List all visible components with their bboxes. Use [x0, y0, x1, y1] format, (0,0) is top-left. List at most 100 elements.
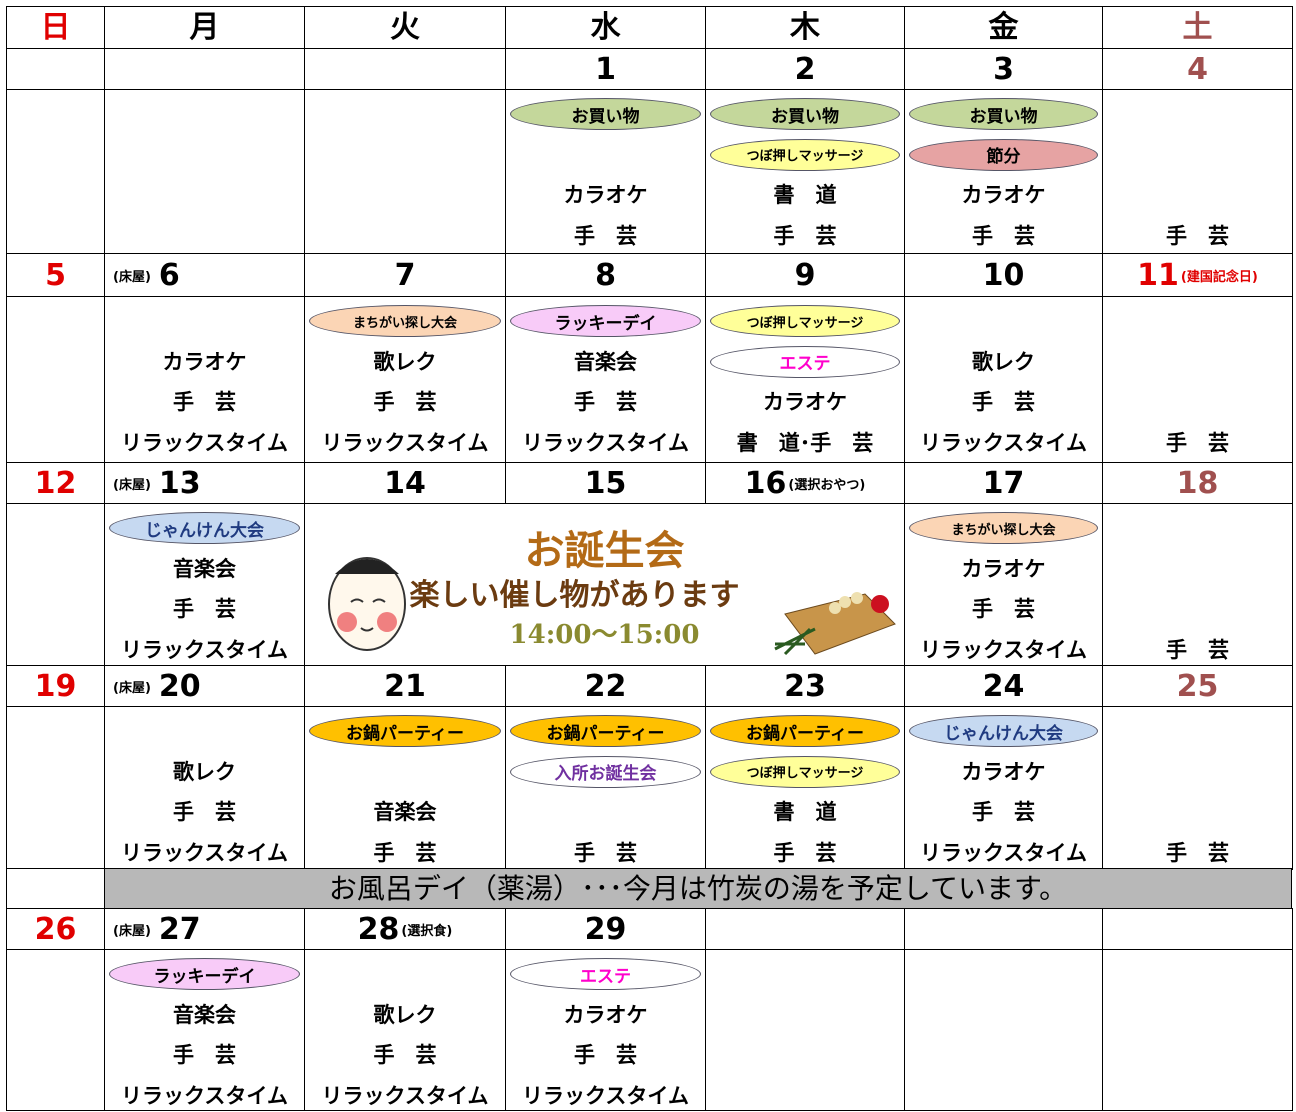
event: 音楽会	[574, 349, 637, 374]
date-group: 29	[506, 909, 705, 949]
event-oval: じゃんけん大会	[109, 512, 300, 544]
event: リラックスタイム	[121, 637, 288, 662]
events-cell: 手 芸	[1102, 503, 1293, 666]
event: リラックスタイム	[920, 430, 1087, 455]
date-cell: 18	[1102, 462, 1293, 504]
date-note: (床屋)	[113, 269, 151, 285]
event-oval: お鍋パーティー	[510, 715, 701, 747]
date-cell: 15	[505, 462, 706, 504]
event: 手 芸	[574, 390, 637, 414]
date-cell	[304, 48, 506, 90]
event: 歌レク	[373, 1002, 437, 1027]
date-cell: 1	[505, 48, 706, 90]
date-group: 12	[7, 463, 104, 503]
date-cell: 21	[304, 665, 506, 707]
date-group: 1	[506, 49, 705, 89]
event-oval: お買い物	[510, 98, 701, 130]
event-oval: ラッキーデイ	[510, 305, 701, 337]
weekday-cell: 月	[104, 6, 305, 49]
event: 手 芸	[173, 597, 236, 621]
date-group: 26	[7, 909, 104, 949]
weekday: 土	[1182, 10, 1213, 45]
event: 手 芸	[173, 1043, 236, 1067]
bath-banner: お風呂デイ（薬湯）･･･今月は竹炭の湯を予定しています。	[104, 868, 1292, 909]
date: 12	[34, 465, 77, 501]
event: リラックスタイム	[321, 1083, 489, 1108]
event: リラックスタイム	[522, 430, 689, 455]
event: リラックスタイム	[121, 840, 288, 865]
date-note: (床屋)	[113, 923, 151, 939]
date-cell: 5	[6, 253, 105, 297]
date-group: (床屋) 20	[105, 666, 304, 706]
event-oval: お鍋パーティー	[309, 715, 501, 747]
date-cell: 8	[505, 253, 706, 297]
events-cell: お買い物 つぼ押しマッサージ書 道手 芸	[705, 89, 905, 255]
event: 手 芸	[773, 840, 837, 865]
date: 14	[384, 465, 426, 501]
event-oval: エステ	[710, 345, 900, 378]
date: 9	[794, 257, 816, 293]
date-cell: 25	[1102, 665, 1293, 707]
events-cell: まちがい探し大会 カラオケ手 芸リラックスタイム	[904, 503, 1103, 666]
weekday: 月	[189, 10, 220, 45]
events-cell: 歌レク手 芸リラックスタイム	[904, 296, 1103, 463]
date-cell: 9	[705, 253, 905, 297]
events-cell: つぼ押しマッサージ エステカラオケ書 道･手 芸	[705, 296, 905, 463]
date-cell: (床屋) 27	[104, 908, 305, 950]
date: 20	[158, 668, 201, 704]
date-cell: 12	[6, 462, 105, 504]
event-oval: お鍋パーティー	[710, 715, 900, 747]
date: 27	[158, 911, 201, 947]
banner-title: お誕生会	[524, 527, 685, 574]
event: カラオケ	[961, 759, 1046, 784]
events-cell	[104, 89, 305, 255]
date-group: 5	[7, 254, 104, 296]
date-cell: 14	[304, 462, 506, 504]
date-group: 22	[506, 666, 705, 706]
event-oval: つぼ押しマッサージ	[710, 305, 900, 337]
date-group: 10	[905, 254, 1102, 296]
event: カラオケ	[763, 390, 847, 414]
event: カラオケ	[563, 183, 648, 207]
event: カラオケ	[961, 556, 1046, 581]
event: 書 道	[773, 800, 837, 824]
date: 23	[784, 668, 826, 704]
event: 音楽会	[173, 556, 236, 581]
event: リラックスタイム	[121, 1083, 288, 1108]
birthday-banner: お誕生会 楽しい催し物があります 14:00～15:00	[304, 503, 905, 666]
events-cell: ラッキーデイ音楽会手 芸リラックスタイム	[505, 296, 706, 463]
events-cell	[705, 949, 905, 1111]
date: 13	[158, 465, 201, 501]
date-group: 14	[305, 463, 505, 503]
date-group: 21	[305, 666, 505, 706]
event: 歌レク	[173, 759, 236, 784]
event-oval: ラッキーデイ	[109, 958, 300, 990]
date-group: 25	[1103, 666, 1292, 706]
event: 手 芸	[972, 800, 1035, 824]
events-cell: お買い物 節分 カラオケ手 芸	[904, 89, 1103, 255]
date-cell	[104, 48, 305, 90]
event: リラックスタイム	[121, 430, 288, 455]
date-group: 24	[905, 666, 1102, 706]
event: 手 芸	[1166, 223, 1229, 248]
date: 3	[993, 51, 1014, 87]
date-cell	[6, 48, 105, 90]
weekday-cell: 木	[705, 6, 905, 49]
date-group: 28 (選択食)	[305, 909, 505, 949]
date-cell: 11 (建国記念日)	[1102, 253, 1293, 297]
event-oval: お買い物	[909, 98, 1098, 130]
date-group: 15	[506, 463, 705, 503]
date: 24	[982, 668, 1025, 704]
date-group: 18	[1103, 463, 1292, 503]
banner-art	[328, 557, 896, 656]
events-cell: エステ カラオケ手 芸リラックスタイム	[505, 949, 706, 1111]
date-group: 19	[7, 666, 104, 706]
date-group: 2	[706, 49, 904, 89]
event: 手 芸	[972, 223, 1035, 248]
date: 18	[1176, 465, 1219, 501]
event-oval: まちがい探し大会	[909, 512, 1098, 544]
event: リラックスタイム	[920, 637, 1087, 662]
event: 書 道･手 芸	[736, 430, 874, 455]
date-note: (床屋)	[113, 477, 151, 493]
